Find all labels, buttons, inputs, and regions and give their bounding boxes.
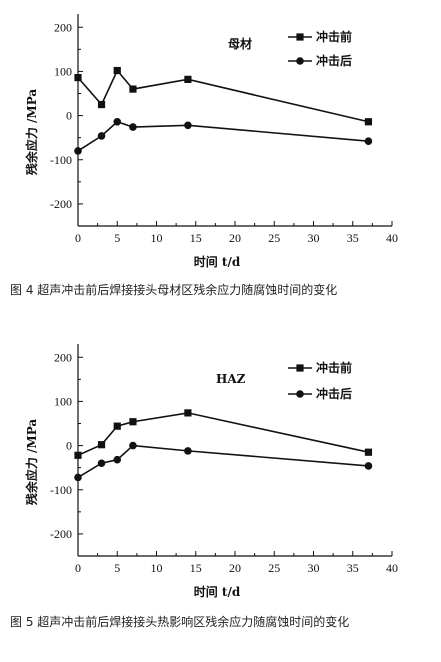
x-tick-label: 0 (75, 231, 81, 245)
residual-stress-chart-base-metal: 0 5 10 15 20 25 30 35 40 200 100 0 -100 -200 时间 t/d 残余应… (24, 14, 398, 269)
x-tick-label: 0 (75, 561, 81, 575)
legend-label: 冲击后 (316, 53, 352, 68)
y-tick-label: -100 (50, 483, 72, 497)
data-point-circle (97, 459, 106, 468)
x-axis-label: 时间 t/d (194, 254, 241, 269)
y-tick-label: -200 (50, 197, 72, 211)
x-tick-label: 15 (190, 561, 202, 575)
legend-marker-circle (296, 390, 304, 398)
y-tick-label: -200 (50, 527, 72, 541)
y-tick-label: 200 (54, 20, 72, 34)
data-point-square (129, 85, 137, 93)
y-tick-label: 200 (54, 350, 72, 364)
region-annotation: HAZ (216, 372, 246, 386)
x-tick-label: 20 (229, 231, 241, 245)
series-line-2 (77, 444, 369, 479)
x-tick-label: 30 (308, 231, 320, 245)
series-line-2 (77, 120, 369, 152)
legend-label: 冲击前 (316, 360, 352, 375)
data-point-square (184, 75, 192, 83)
data-point-circle (364, 462, 373, 470)
x-tick-label: 10 (151, 231, 163, 245)
legend-label: 冲击前 (316, 29, 352, 44)
y-tick-label: 0 (66, 109, 72, 123)
y-axis-label: 残余应力 /MPa (24, 419, 39, 506)
data-point-square (129, 418, 137, 426)
x-tick-label: 30 (308, 561, 320, 575)
residual-stress-chart-haz: 0 5 10 15 20 25 30 35 40 200 100 0 -100 -200 时间 t/d 残余应… (24, 344, 398, 599)
x-tick-label: 15 (190, 231, 202, 245)
legend-label: 冲击后 (316, 386, 352, 401)
data-point-circle (184, 447, 192, 455)
data-point-circle (129, 123, 137, 131)
series-line-1 (77, 412, 369, 457)
x-tick-label: 40 (386, 561, 398, 575)
data-point-circle (129, 441, 137, 450)
legend-marker-circle (296, 57, 304, 65)
y-tick-label: 0 (66, 439, 72, 453)
data-point-circle (113, 455, 122, 464)
data-point-square (364, 448, 373, 456)
x-tick-label: 35 (347, 231, 359, 245)
data-point-square (74, 451, 82, 459)
data-point-circle (74, 147, 82, 155)
y-tick-label: -100 (50, 153, 72, 167)
data-point-square (113, 66, 121, 75)
legend-marker-square (296, 364, 304, 372)
data-point-square (97, 441, 106, 449)
data-point-circle (97, 132, 106, 140)
data-point-square (113, 422, 121, 430)
series-line-1 (77, 69, 369, 123)
y-tick-label: 100 (54, 64, 72, 78)
x-tick-label: 5 (114, 231, 120, 245)
data-point-square (364, 118, 373, 126)
x-tick-label: 10 (151, 561, 163, 575)
region-annotation: 母材 (228, 36, 252, 51)
data-point-circle (184, 121, 192, 130)
figure-caption-5: 图 5 超声冲击前后焊接接头热影响区残余应力随腐蚀时间的变化 (10, 615, 350, 629)
data-point-square (97, 100, 106, 109)
x-tick-label: 25 (268, 231, 280, 245)
y-axis-label: 残余应力 /MPa (24, 89, 39, 176)
x-tick-label: 20 (229, 561, 241, 575)
data-point-circle (113, 117, 122, 126)
x-tick-label: 40 (386, 231, 398, 245)
x-tick-label: 35 (347, 561, 359, 575)
x-tick-label: 25 (268, 561, 280, 575)
data-point-square (74, 74, 82, 82)
figure-caption-4: 图 4 超声冲击前后焊接接头母材区残余应力随腐蚀时间的变化 (10, 283, 338, 297)
y-tick-label: 100 (54, 394, 72, 408)
x-tick-label: 5 (114, 561, 120, 575)
data-point-circle (364, 137, 373, 145)
data-point-square (184, 409, 192, 417)
data-point-circle (74, 473, 82, 482)
legend-marker-square (296, 33, 304, 41)
x-axis-label: 时间 t/d (194, 584, 241, 599)
